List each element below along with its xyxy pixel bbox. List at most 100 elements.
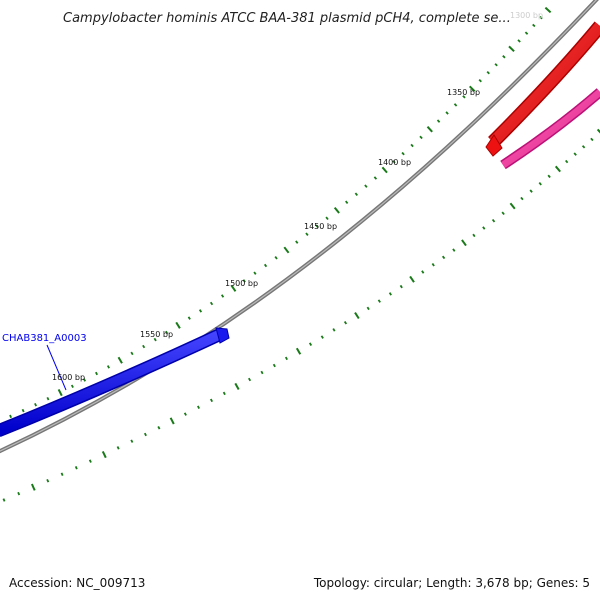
minor-tick [130, 351, 134, 356]
accession-text: Accession: NC_009713 [9, 576, 146, 590]
minor-tick [142, 344, 146, 349]
outer-tick-ring [0, 6, 552, 425]
minor-tick [248, 377, 252, 382]
minor-tick [260, 370, 264, 375]
minor-tick [452, 248, 456, 252]
minor-tick [421, 270, 425, 274]
backbone-outer-line [0, 0, 599, 454]
minor-tick [198, 309, 203, 313]
inner-tick-ring [2, 128, 600, 502]
minor-tick [453, 103, 458, 107]
minor-tick [478, 78, 482, 83]
gene-chab381-a0003[interactable] [0, 327, 230, 438]
pink-feature[interactable] [500, 88, 600, 170]
minor-tick [9, 414, 13, 419]
major-tick [461, 239, 467, 247]
minor-tick [187, 316, 191, 320]
gene-label-leader [46, 344, 67, 391]
minor-tick [2, 498, 6, 502]
major-tick [544, 6, 552, 14]
minor-tick [46, 479, 50, 483]
major-tick [596, 128, 600, 134]
minor-tick [34, 403, 38, 407]
tick-label-1300-faint: 1300 bp [510, 11, 543, 20]
minor-tick [547, 174, 551, 179]
gene-label-chab381-a0003[interactable]: CHAB381_A0003 [2, 333, 87, 344]
minor-tick [130, 439, 134, 443]
minor-tick [210, 398, 213, 403]
minor-tick [401, 151, 405, 156]
minor-tick [343, 321, 348, 325]
minor-tick [590, 137, 594, 142]
minor-tick [220, 294, 225, 298]
minor-tick [95, 371, 98, 376]
minor-tick [399, 284, 403, 289]
tick-label-1500: 1500 bp [225, 279, 258, 288]
minor-tick [222, 391, 226, 396]
minor-tick [60, 472, 64, 476]
minor-tick [431, 262, 435, 267]
tick-label-1450: 1450 bp [304, 222, 337, 231]
minor-tick [345, 200, 349, 204]
minor-tick [472, 233, 476, 238]
major-tick [57, 388, 63, 397]
minor-tick [373, 176, 378, 180]
minor-tick [441, 255, 446, 260]
minor-tick [21, 408, 25, 413]
major-tick [354, 312, 360, 320]
major-tick [508, 45, 515, 53]
minor-tick [320, 335, 324, 339]
minor-tick [116, 446, 120, 450]
minor-tick [153, 337, 157, 342]
minor-tick [157, 425, 161, 430]
major-tick [117, 356, 123, 364]
minor-tick [106, 365, 110, 369]
minor-tick [436, 119, 441, 123]
minor-tick [274, 256, 278, 260]
minor-tick [295, 240, 299, 244]
minor-tick [445, 111, 449, 115]
tick-label-1600: 1600 bp [52, 373, 85, 382]
minor-tick [183, 412, 187, 416]
minor-tick [532, 23, 536, 28]
minor-tick [272, 363, 276, 368]
minor-tick [529, 189, 533, 193]
minor-tick [83, 378, 86, 382]
minor-tick [325, 216, 329, 221]
backbone-inner-line [0, 0, 598, 452]
minor-tick [197, 405, 200, 410]
minor-tick [17, 491, 21, 496]
minor-tick [209, 301, 214, 306]
tick-label-1350: 1350 bp [447, 88, 480, 97]
minor-tick [242, 279, 246, 283]
major-tick [426, 126, 433, 133]
major-tick [234, 382, 240, 390]
red-feature[interactable] [485, 21, 600, 157]
minor-tick [74, 466, 78, 470]
minor-tick [284, 356, 288, 361]
major-tick [169, 417, 175, 425]
minor-tick [517, 39, 521, 43]
minor-tick [538, 182, 542, 186]
major-tick [101, 450, 107, 459]
minor-tick [88, 459, 92, 463]
major-tick [554, 165, 561, 173]
map-title: Campylobacter hominis ATCC BAA-381 plasm… [63, 11, 511, 26]
minor-tick [565, 159, 569, 164]
major-tick [283, 246, 290, 254]
minor-tick [520, 196, 524, 201]
minor-tick [581, 145, 586, 149]
minor-tick [354, 192, 358, 196]
minor-tick [486, 70, 490, 75]
minor-tick [165, 330, 169, 335]
minor-tick [364, 184, 368, 188]
minor-tick [392, 160, 396, 164]
minor-tick [502, 55, 506, 59]
minor-tick [70, 384, 74, 389]
major-tick [409, 275, 415, 283]
major-tick [333, 206, 340, 214]
major-tick [381, 166, 388, 174]
minor-tick [388, 292, 392, 296]
minor-tick [366, 306, 370, 311]
